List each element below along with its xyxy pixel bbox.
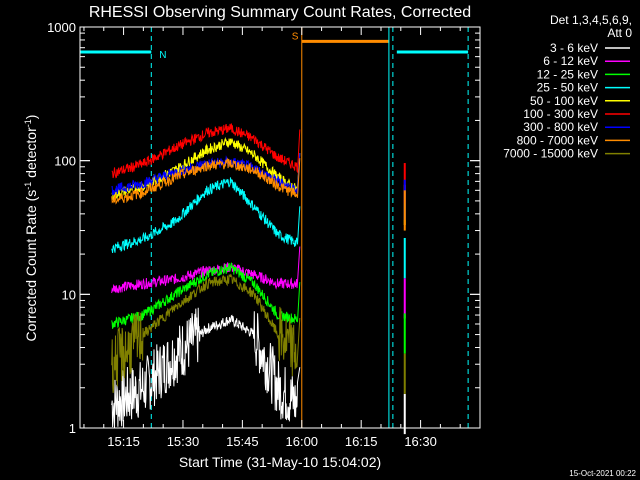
legend-label-0: 3 - 6 keV — [550, 41, 598, 55]
y-tick-label: 1 — [69, 421, 76, 436]
legend-label-8: 7000 - 15000 keV — [503, 147, 598, 161]
legend-label-5: 100 - 300 keV — [523, 107, 598, 121]
y-axis-label-mid: detector — [23, 127, 39, 182]
chart-title: RHESSI Observing Summary Count Rates, Co… — [89, 4, 471, 21]
y-axis-label-main: Corrected Count Rate (s — [23, 190, 39, 342]
series-line-0 — [111, 307, 301, 429]
flag-label-n: N — [159, 50, 166, 61]
axes: 15:15 15:30 15:45 16:00 16:15 16:30 1 10 100 1000 — [47, 20, 481, 449]
series-line-8 — [111, 273, 301, 393]
series-line-6 — [111, 153, 301, 196]
series-line-5 — [111, 123, 301, 179]
legend-label-1: 6 - 12 keV — [543, 54, 598, 68]
flag-label-s: S — [292, 31, 299, 42]
x-tick-label: 16:00 — [286, 434, 319, 449]
y-tick-label: 100 — [54, 154, 76, 169]
series-line-3 — [111, 177, 301, 253]
x-tick-label: 15:30 — [167, 434, 200, 449]
x-tick-label: 16:30 — [404, 434, 437, 449]
y-axis-label-sup2: -1 — [23, 119, 33, 127]
x-tick-label: 16:15 — [345, 434, 378, 449]
x-tick-label: 15:45 — [226, 434, 259, 449]
legend-header-line1: Det 1,3,4,5,6,9, — [550, 13, 632, 27]
y-axis-label-sup1: -1 — [23, 182, 33, 190]
series-line-7 — [111, 157, 301, 205]
plot-area: NS — [80, 27, 469, 435]
legend-label-4: 50 - 100 keV — [530, 94, 598, 108]
legend-label-2: 12 - 25 keV — [537, 67, 598, 81]
y-axis-label: Corrected Count Rate (s-1 detector-1) — [23, 115, 39, 342]
y-tick-label: 1000 — [47, 20, 76, 35]
legend-header-line2: Att 0 — [607, 26, 632, 40]
y-tick-label: 10 — [62, 287, 76, 302]
series-line-4 — [111, 136, 301, 202]
legend-label-3: 25 - 50 keV — [537, 81, 598, 95]
y-axis-label-end: ) — [23, 115, 39, 120]
x-axis-label: Start Time (31-May-10 15:04:02) — [179, 454, 381, 470]
x-tick-label: 15:15 — [107, 434, 140, 449]
legend-label-7: 800 - 7000 keV — [517, 133, 598, 147]
series-line-1 — [111, 246, 301, 294]
legend-label-6: 300 - 800 keV — [523, 120, 598, 134]
footer-timestamp: 15-Oct-2021 00:22 — [569, 469, 636, 478]
series-line-2 — [111, 262, 301, 329]
plot-frame — [79, 26, 481, 429]
